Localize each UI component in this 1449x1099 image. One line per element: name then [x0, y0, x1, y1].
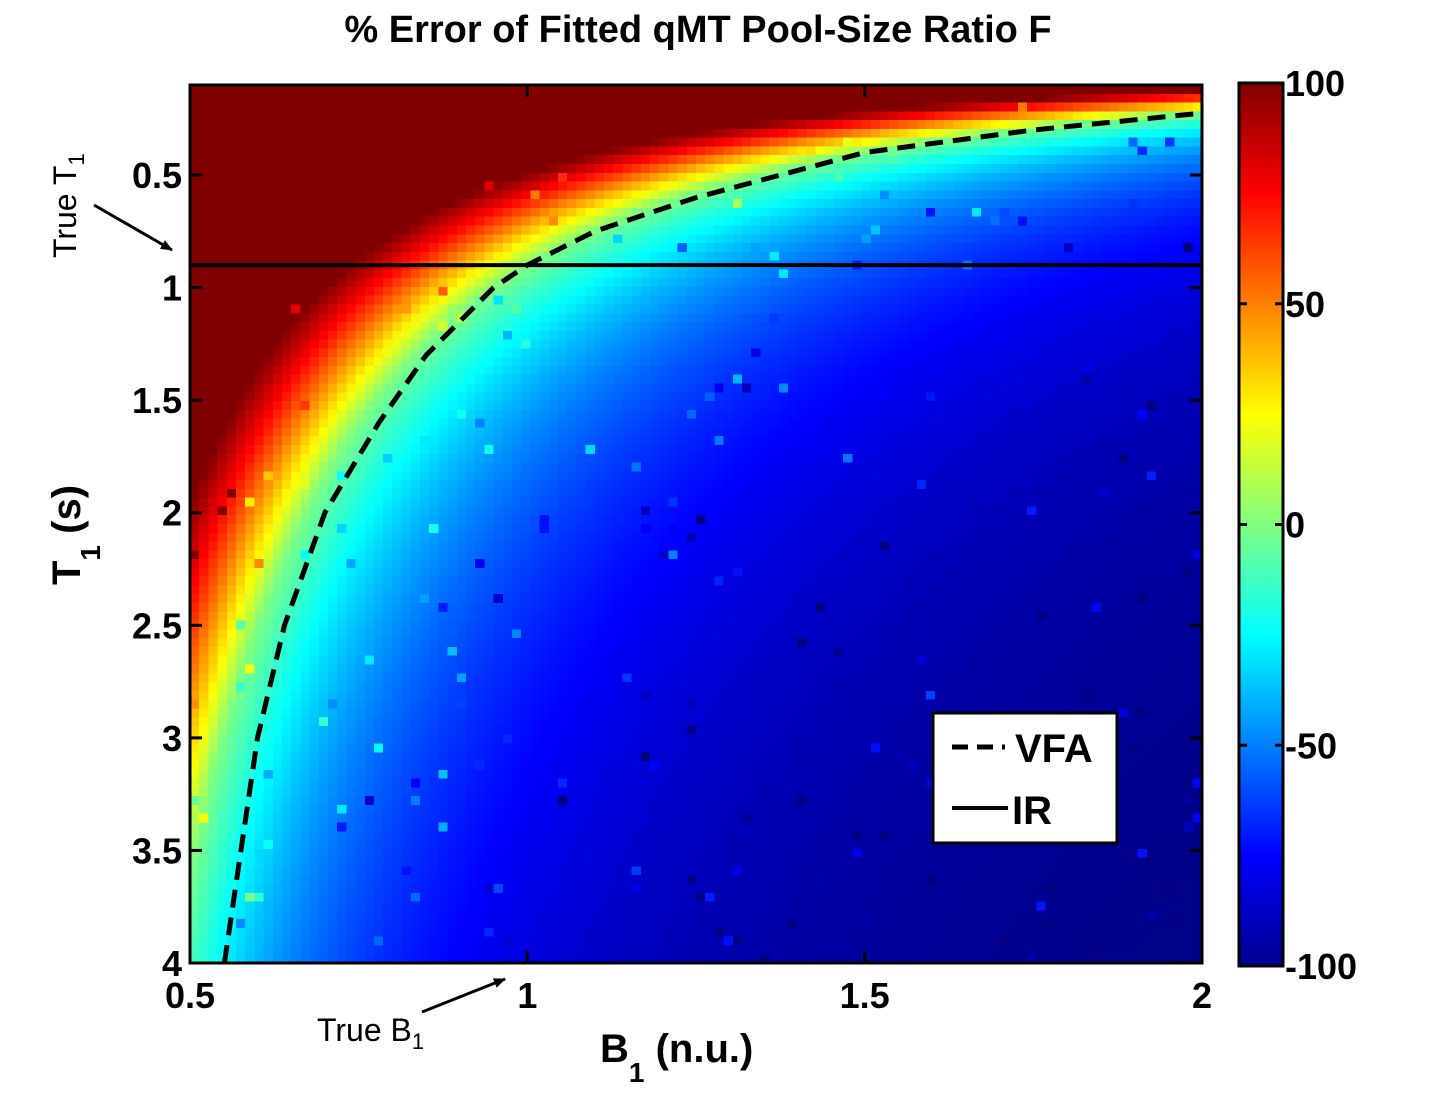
- series-line-vfa: [221, 110, 1202, 963]
- y-tick-label: 0.5: [132, 155, 182, 196]
- chart-title: % Error of Fitted qMT Pool-Size Ratio F: [344, 9, 1051, 51]
- y-axis-label-main: T: [45, 561, 89, 585]
- x-axis-label-main: B: [600, 1027, 629, 1071]
- annotation-true-t1-sub: 1: [64, 153, 89, 165]
- y-axis-label-sub: 1: [75, 545, 106, 561]
- colorbar-tick-label: 0: [1285, 505, 1305, 546]
- legend-label-ir: IR: [1012, 789, 1052, 833]
- x-tick-label: 0.5: [165, 975, 215, 1016]
- y-tick-label: 1: [162, 268, 182, 309]
- x-axis-label: B1 (n.u.): [600, 1027, 753, 1088]
- x-tick-label: 2: [1192, 975, 1212, 1016]
- x-tick-label: 1: [517, 975, 537, 1016]
- plot-frame: [188, 83, 1204, 965]
- x-tick-label: 1.5: [840, 975, 890, 1016]
- annotation-arrow-t1: [93, 203, 173, 252]
- colorbar-tick-label: -100: [1285, 946, 1357, 987]
- legend-box: [931, 711, 1119, 845]
- colorbar-tick-label: 100: [1285, 63, 1345, 104]
- y-tick-label: 1.5: [132, 380, 182, 421]
- annotation-true-b1-sub: 1: [412, 1029, 424, 1054]
- annotation-true-b1: True B1: [317, 1012, 424, 1054]
- annotation-true-b1-main: True B: [317, 1012, 412, 1048]
- x-axis-label-sub: 1: [629, 1057, 645, 1088]
- legend-label-vfa: VFA: [1015, 727, 1093, 771]
- colorbar-ticks: 100 50 0 -50 -100: [1239, 63, 1357, 987]
- y-tick-label: 2.5: [132, 605, 182, 646]
- x-axis-ticks: 0.5 1 1.5 2: [165, 85, 1212, 1016]
- y-axis-label-rest: (s): [45, 485, 89, 545]
- colorbar-tick-label: 50: [1285, 284, 1325, 325]
- y-axis-label: T1 (s): [45, 485, 106, 585]
- y-tick-label: 2: [162, 493, 182, 534]
- legend: VFA IR: [931, 711, 1119, 845]
- y-tick-label: 3.5: [132, 830, 182, 871]
- y-axis-ticks: 0.5 1 1.5 2 2.5 3 3.5 4: [132, 155, 1202, 984]
- y-tick-label: 3: [162, 718, 182, 759]
- annotation-true-t1: True T1: [47, 153, 89, 258]
- x-axis-label-rest: (n.u.): [644, 1027, 753, 1071]
- annotation-true-t1-main: True T: [47, 166, 83, 258]
- y-tick-label: 4: [162, 943, 182, 984]
- colorbar-tick-label: -50: [1285, 725, 1337, 766]
- annotation-arrow-b1: [421, 977, 506, 1014]
- series-group: [190, 110, 1202, 963]
